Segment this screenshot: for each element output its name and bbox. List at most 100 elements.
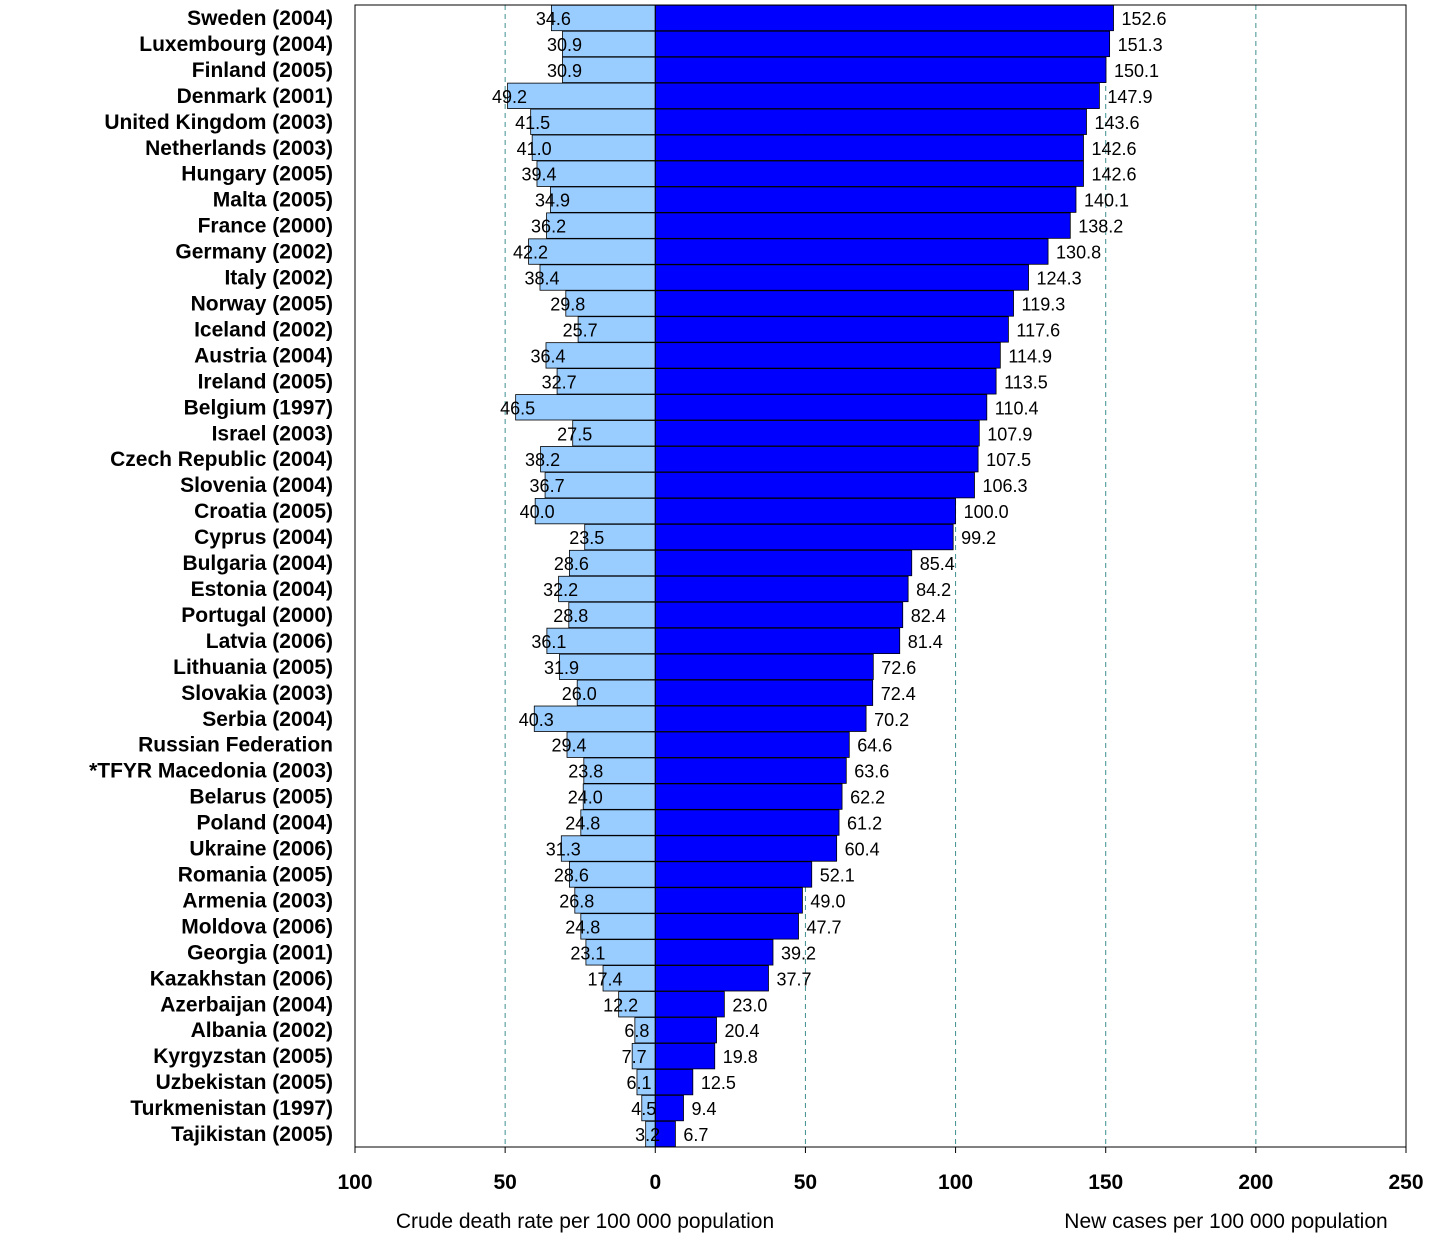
bar-new-cases bbox=[654, 549, 913, 577]
bar-new-cases bbox=[654, 783, 843, 810]
value-label-death-rate: 28.8 bbox=[553, 606, 588, 626]
x-tick-label: 200 bbox=[1238, 1171, 1273, 1194]
value-label-death-rate: 31.9 bbox=[544, 658, 579, 678]
value-label-new-cases: 20.4 bbox=[725, 1021, 760, 1041]
value-label-new-cases: 147.9 bbox=[1107, 87, 1152, 107]
value-label-new-cases: 110.4 bbox=[995, 398, 1039, 418]
category-label: Armenia (2003) bbox=[182, 889, 333, 912]
value-label-new-cases: 106.3 bbox=[982, 476, 1027, 496]
bar-new-cases bbox=[654, 1043, 716, 1070]
category-label: Serbia (2004) bbox=[202, 708, 333, 731]
bar-new-cases bbox=[654, 887, 803, 914]
value-label-new-cases: 99.2 bbox=[961, 528, 996, 548]
bar-new-cases bbox=[654, 82, 1100, 109]
value-label-death-rate: 12.2 bbox=[603, 995, 638, 1015]
value-label-death-rate: 42.2 bbox=[513, 243, 548, 263]
value-label-death-rate: 46.5 bbox=[500, 398, 535, 418]
value-label-new-cases: 19.8 bbox=[723, 1047, 758, 1067]
value-label-new-cases: 151.3 bbox=[1118, 35, 1163, 55]
value-label-new-cases: 63.6 bbox=[854, 762, 889, 782]
value-label-new-cases: 37.7 bbox=[776, 969, 811, 989]
bar-new-cases bbox=[654, 160, 1084, 187]
bar-death-rate bbox=[618, 991, 656, 1018]
bar-new-cases bbox=[654, 264, 1029, 291]
value-label-death-rate: 32.2 bbox=[543, 580, 578, 600]
bar-new-cases bbox=[654, 472, 975, 499]
value-label-death-rate: 3.2 bbox=[635, 1125, 660, 1145]
bar-death-rate bbox=[544, 472, 656, 499]
category-labels: Sweden (2004) Luxembourg (2004) Finland (2… bbox=[89, 7, 333, 1146]
value-label-death-rate: 27.5 bbox=[557, 424, 592, 444]
value-label-death-rate: 41.5 bbox=[515, 113, 550, 133]
bar-new-cases bbox=[654, 835, 838, 862]
bar-new-cases bbox=[654, 108, 1087, 135]
bar-new-cases bbox=[654, 342, 1001, 369]
category-label: Finland (2005) bbox=[192, 59, 333, 82]
value-label-death-rate: 28.6 bbox=[554, 865, 589, 885]
bar-death-rate bbox=[534, 497, 656, 525]
bar-new-cases bbox=[654, 56, 1107, 84]
category-label: Slovakia (2003) bbox=[181, 682, 333, 705]
category-label: Denmark (2001) bbox=[177, 85, 333, 108]
bars bbox=[507, 4, 1114, 1148]
bar-new-cases bbox=[654, 497, 956, 525]
bar-new-cases bbox=[654, 238, 1049, 265]
bar-death-rate bbox=[550, 4, 656, 32]
value-label-new-cases: 81.4 bbox=[908, 632, 943, 652]
value-label-death-rate: 29.8 bbox=[550, 294, 585, 314]
bar-new-cases bbox=[654, 913, 799, 940]
category-label: Hungary (2005) bbox=[181, 163, 333, 186]
value-label-death-rate: 29.4 bbox=[551, 736, 586, 756]
category-label: Czech Republic (2004) bbox=[110, 448, 333, 471]
category-label: Italy (2002) bbox=[224, 267, 333, 290]
bar-death-rate bbox=[562, 30, 656, 58]
bar-new-cases bbox=[654, 1068, 694, 1096]
bar-death-rate bbox=[515, 394, 656, 421]
value-label-death-rate: 36.1 bbox=[531, 632, 566, 652]
bar-new-cases bbox=[654, 420, 980, 447]
bar-death-rate bbox=[580, 913, 656, 940]
category-label: Georgia (2001) bbox=[187, 941, 333, 964]
category-label: Portugal (2000) bbox=[181, 604, 333, 627]
value-label-new-cases: 39.2 bbox=[781, 943, 816, 963]
value-label-death-rate: 36.4 bbox=[530, 346, 565, 366]
bar-new-cases bbox=[654, 212, 1071, 239]
value-label-death-rate: 30.9 bbox=[547, 35, 582, 55]
category-label: Belarus (2005) bbox=[189, 786, 333, 809]
value-label-death-rate: 25.7 bbox=[563, 320, 598, 340]
bar-new-cases bbox=[654, 653, 874, 680]
value-label-new-cases: 119.3 bbox=[1022, 294, 1066, 314]
category-label: Lithuania (2005) bbox=[173, 656, 333, 679]
bar-new-cases bbox=[654, 368, 997, 395]
bar-new-cases bbox=[654, 991, 725, 1018]
bar-new-cases bbox=[654, 30, 1111, 58]
value-label-new-cases: 138.2 bbox=[1078, 217, 1123, 237]
bar-death-rate bbox=[602, 965, 656, 992]
bar-new-cases bbox=[654, 705, 867, 732]
category-label: Moldova (2006) bbox=[181, 915, 333, 938]
category-label: Tajikistan (2005) bbox=[171, 1123, 333, 1146]
bar-new-cases bbox=[654, 290, 1014, 317]
category-label: Israel (2003) bbox=[212, 422, 333, 445]
category-label: *TFYR Macedonia (2003) bbox=[89, 760, 333, 783]
x-tick-label: 100 bbox=[337, 1171, 372, 1194]
value-label-new-cases: 114.9 bbox=[1008, 346, 1052, 366]
value-label-death-rate: 23.8 bbox=[568, 762, 603, 782]
category-label: Latvia (2006) bbox=[206, 630, 333, 653]
bar-new-cases bbox=[654, 679, 874, 706]
x-axis-title-left: Crude death rate per 100 000 population bbox=[396, 1210, 774, 1233]
category-label: Ukraine (2006) bbox=[189, 838, 333, 861]
value-label-new-cases: 85.4 bbox=[920, 554, 955, 574]
value-label-new-cases: 23.0 bbox=[732, 995, 767, 1015]
value-label-death-rate: 6.8 bbox=[624, 1021, 649, 1041]
x-tick-label: 50 bbox=[493, 1171, 516, 1194]
bar-new-cases bbox=[654, 939, 774, 966]
bar-death-rate bbox=[565, 290, 656, 317]
value-label-death-rate: 38.4 bbox=[524, 269, 559, 289]
value-label-new-cases: 49.0 bbox=[810, 891, 845, 911]
bar-death-rate bbox=[568, 601, 656, 629]
value-label-death-rate: 26.8 bbox=[559, 891, 594, 911]
bar-death-rate bbox=[533, 705, 656, 732]
category-label: Azerbaijan (2004) bbox=[160, 993, 333, 1016]
value-label-new-cases: 113.5 bbox=[1004, 372, 1048, 392]
